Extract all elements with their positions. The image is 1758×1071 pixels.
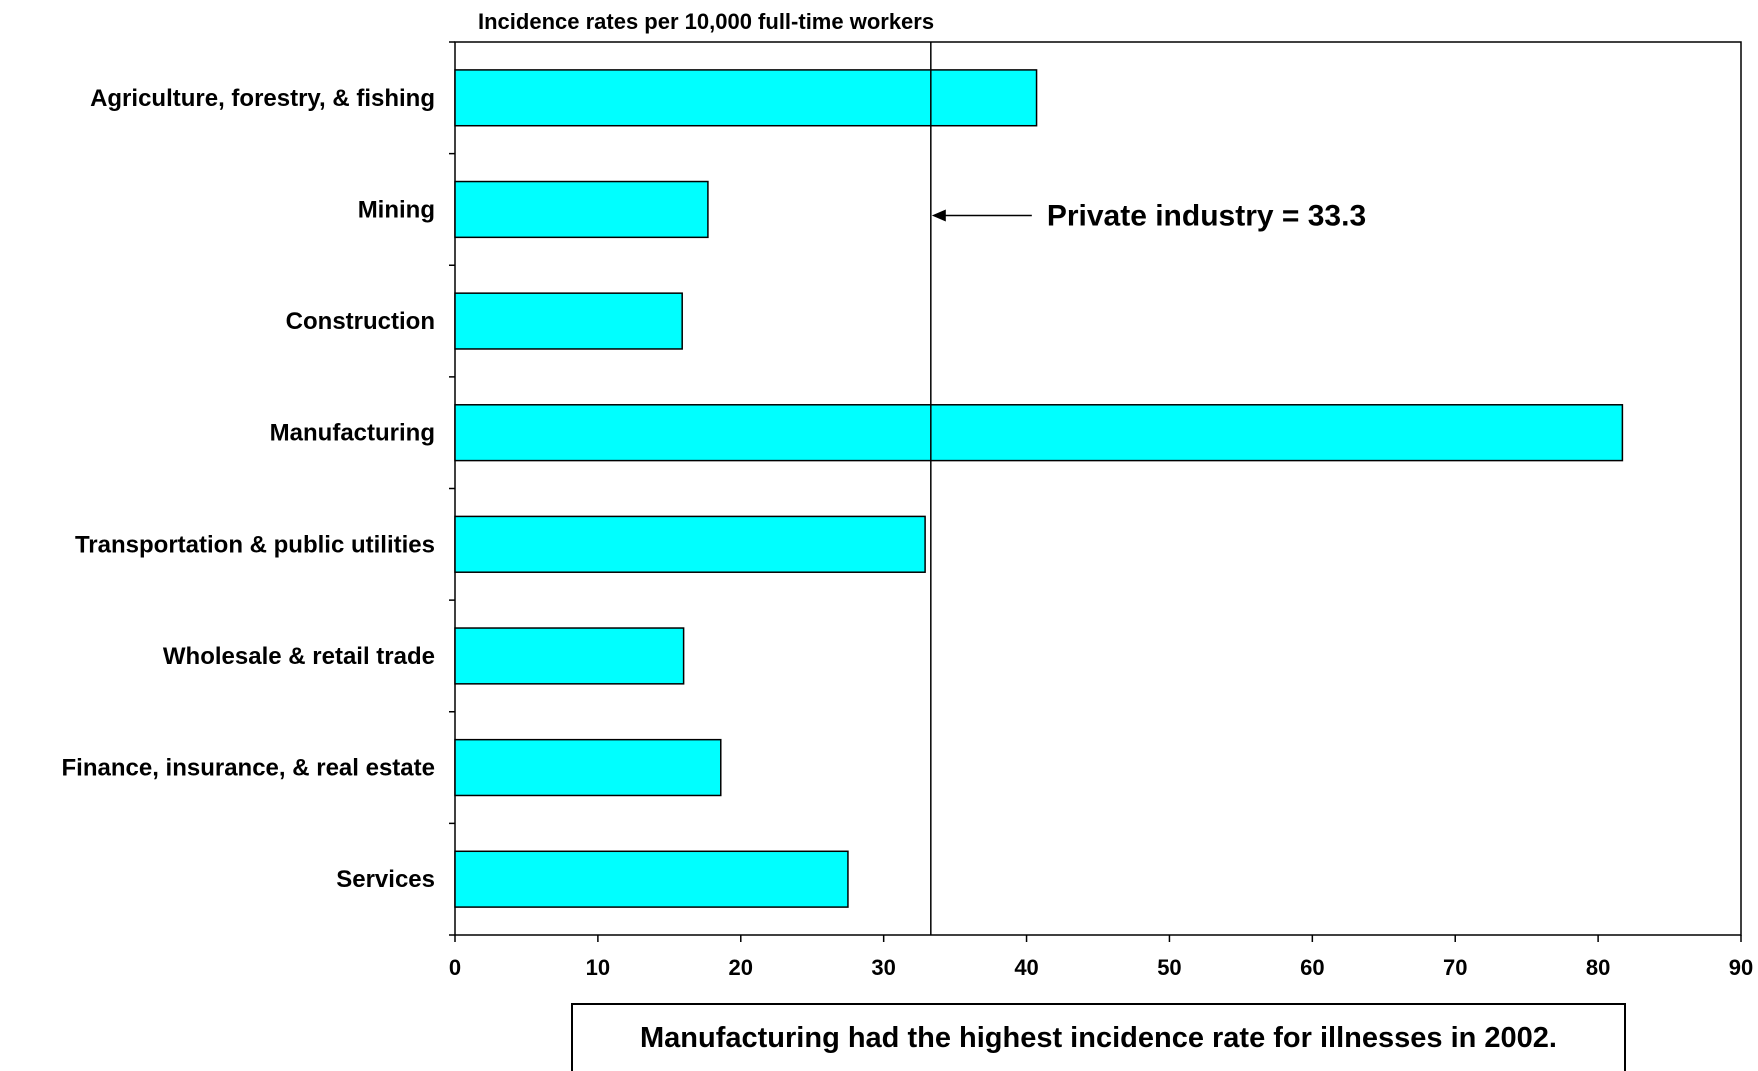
caption-box: Manufacturing had the highest incidence … bbox=[571, 1003, 1626, 1071]
chart-title: Incidence rates per 10,000 full-time wor… bbox=[478, 9, 934, 34]
x-tick-label: 20 bbox=[729, 955, 753, 980]
x-tick-label: 60 bbox=[1300, 955, 1324, 980]
y-axis-ticks bbox=[449, 41, 455, 936]
x-axis-ticks: 0 10 20 30 40 50 60 70 80 90 bbox=[449, 935, 1753, 980]
bar bbox=[454, 180, 709, 239]
bar bbox=[454, 627, 685, 685]
caption-text: Manufacturing had the highest incidence … bbox=[640, 1021, 1557, 1054]
x-tick-label: 70 bbox=[1443, 955, 1467, 980]
category-label: Construction bbox=[286, 308, 435, 335]
category-label: Services bbox=[336, 866, 435, 893]
x-tick-label: 50 bbox=[1157, 955, 1181, 980]
category-label: Manufacturing bbox=[270, 420, 435, 447]
category-label: Wholesale & retail trade bbox=[163, 643, 435, 670]
bar bbox=[454, 738, 722, 797]
category-labels: Agriculture, forestry, & fishing Mining Co… bbox=[62, 85, 436, 893]
x-tick-label: 40 bbox=[1014, 955, 1038, 980]
x-tick-label: 30 bbox=[871, 955, 895, 980]
category-label: Mining bbox=[358, 196, 435, 223]
bar bbox=[454, 850, 849, 908]
reference-line-label: Private industry = 33.3 bbox=[1047, 199, 1366, 232]
plot-area-frame bbox=[454, 41, 1742, 936]
x-tick-label: 90 bbox=[1729, 955, 1753, 980]
reference-line-group: Private industry = 33.3 bbox=[930, 42, 1366, 935]
category-label: Transportation & public utilities bbox=[75, 531, 435, 558]
bar bbox=[454, 515, 926, 573]
bar bbox=[454, 69, 1038, 127]
category-label: Finance, insurance, & real estate bbox=[62, 755, 436, 782]
incidence-rate-chart: Incidence rates per 10,000 full-time wor… bbox=[62, 9, 1754, 980]
category-label: Agriculture, forestry, & fishing bbox=[90, 85, 435, 112]
x-tick-label: 0 bbox=[449, 955, 461, 980]
bar bbox=[454, 404, 1624, 462]
x-tick-label: 10 bbox=[586, 955, 610, 980]
reference-arrowhead bbox=[931, 209, 946, 222]
bars-layer bbox=[454, 69, 1624, 908]
bar bbox=[454, 292, 683, 350]
x-tick-label: 80 bbox=[1586, 955, 1610, 980]
